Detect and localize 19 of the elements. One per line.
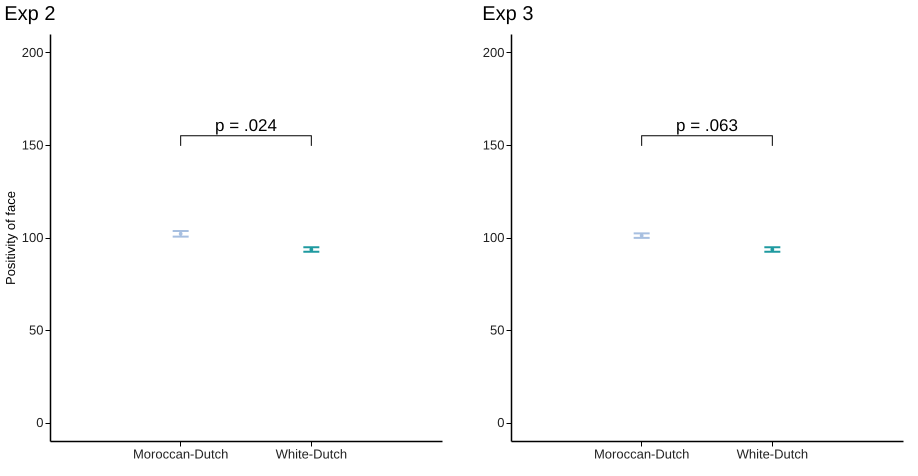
y-tick-label: 0 (497, 415, 504, 430)
x-tick-label: Moroccan-Dutch (132, 446, 228, 462)
y-tick-label: 0 (36, 415, 44, 430)
y-axis-title: Positivity of face (2, 191, 18, 285)
x-tick-label: White-Dutch (736, 446, 808, 462)
chart-title: Exp 3 (482, 3, 534, 25)
y-tick-label: 150 (22, 138, 44, 152)
annotation: p = .063 (676, 116, 738, 135)
y-tick-label: 50 (490, 322, 504, 338)
x-tick-label: White-Dutch (276, 446, 348, 462)
y-tick-label: 200 (482, 45, 504, 60)
y-tick-label: 150 (482, 138, 504, 152)
x-tick-label: Moroccan-Dutch (594, 446, 690, 462)
y-tick-label: 200 (22, 45, 44, 60)
chart-title: Exp 2 (4, 3, 56, 25)
y-tick-label: 100 (22, 230, 44, 245)
y-tick-label: 100 (482, 230, 504, 245)
annotation: p = .024 (215, 116, 277, 135)
y-tick-label: 50 (29, 322, 44, 338)
